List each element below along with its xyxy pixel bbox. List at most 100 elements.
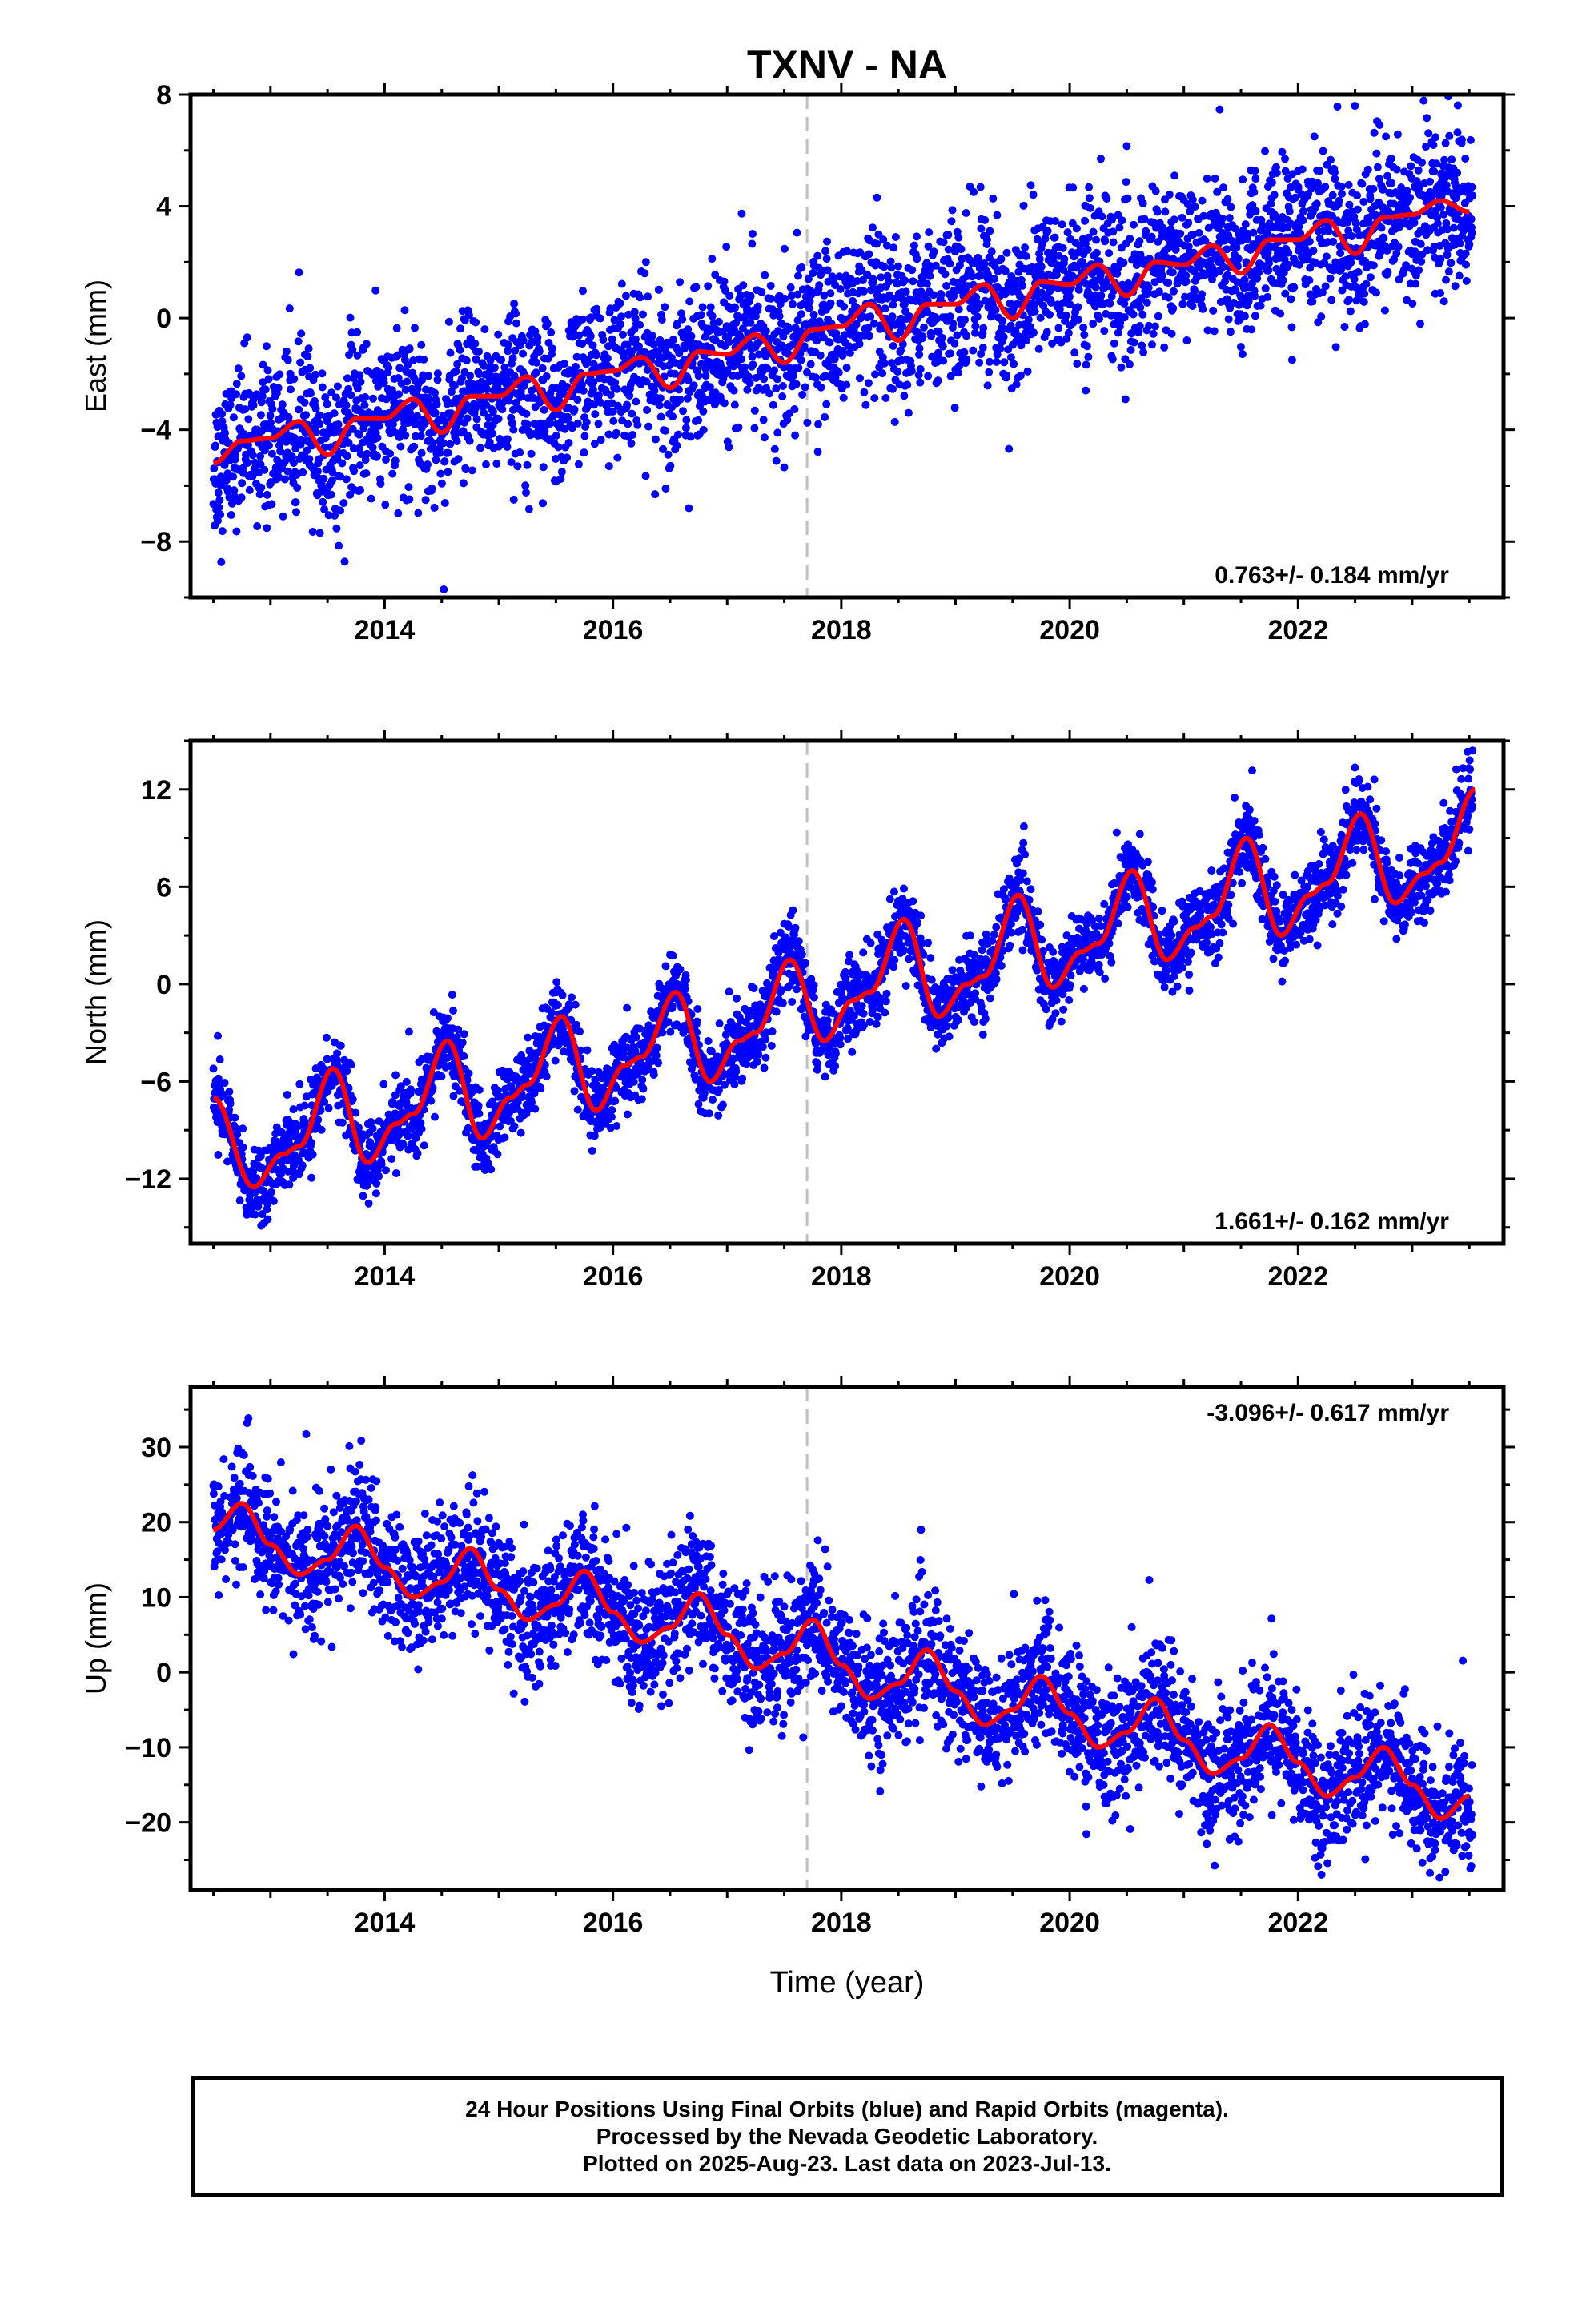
data-point	[539, 499, 547, 508]
data-point	[740, 363, 749, 372]
data-point	[863, 271, 872, 279]
data-point	[472, 318, 480, 327]
data-point	[607, 1112, 616, 1121]
data-point	[944, 245, 953, 254]
data-point	[468, 466, 476, 475]
data-point	[1451, 282, 1460, 291]
data-point	[215, 496, 224, 505]
data-point	[306, 364, 315, 372]
data-point	[1081, 216, 1090, 225]
data-point	[259, 378, 267, 387]
data-point	[1147, 232, 1156, 241]
data-point	[915, 350, 924, 359]
data-point	[1182, 277, 1191, 286]
data-point	[1026, 322, 1034, 331]
data-point	[1085, 194, 1094, 203]
data-point	[374, 382, 383, 391]
data-point	[336, 1041, 345, 1050]
data-point	[1248, 279, 1256, 287]
data-point	[1416, 320, 1424, 328]
data-point	[532, 358, 541, 367]
data-point	[1362, 279, 1371, 288]
data-point	[291, 1128, 299, 1136]
data-point	[1461, 155, 1470, 163]
data-point	[282, 437, 291, 446]
data-point	[472, 355, 480, 364]
data-point	[315, 411, 323, 420]
data-point	[1318, 288, 1327, 297]
data-point	[278, 400, 287, 409]
data-point	[373, 433, 382, 442]
data-point	[1344, 180, 1353, 189]
data-point	[387, 1155, 396, 1164]
data-point	[575, 331, 584, 340]
data-point	[1453, 101, 1462, 110]
data-point	[480, 325, 489, 334]
data-point	[1074, 303, 1082, 312]
data-point	[1046, 310, 1054, 319]
data-point	[743, 305, 752, 313]
data-point	[480, 408, 488, 417]
data-point	[1363, 165, 1372, 174]
data-point	[356, 450, 365, 458]
data-point	[858, 275, 867, 284]
data-point	[411, 324, 419, 332]
data-point	[223, 1157, 232, 1166]
data-point	[460, 1030, 468, 1039]
data-point	[1022, 252, 1030, 260]
data-point	[241, 405, 249, 414]
data-point	[1167, 329, 1176, 338]
data-point	[954, 368, 962, 377]
data-point	[547, 328, 556, 336]
data-point	[753, 302, 762, 311]
data-point	[1287, 295, 1295, 304]
data-point	[934, 328, 943, 336]
data-point	[987, 247, 996, 256]
data-point	[779, 332, 788, 341]
data-point	[616, 299, 624, 308]
data-point	[738, 324, 747, 333]
data-point	[371, 1189, 380, 1198]
data-point	[1338, 190, 1346, 198]
data-point	[1309, 247, 1318, 255]
data-point	[1074, 285, 1083, 294]
data-point	[582, 418, 591, 427]
data-point	[869, 278, 877, 287]
data-point	[894, 262, 902, 271]
data-point	[886, 257, 895, 266]
data-point	[504, 347, 512, 356]
data-point	[493, 1086, 502, 1095]
data-point	[1060, 255, 1069, 263]
data-point	[750, 424, 759, 432]
data-point	[608, 1106, 616, 1115]
data-point	[500, 1133, 509, 1142]
data-point	[362, 340, 371, 348]
data-point	[1199, 211, 1208, 220]
data-point	[1340, 323, 1349, 331]
data-point	[650, 386, 659, 395]
data-point	[1035, 255, 1044, 263]
data-point	[536, 1084, 545, 1093]
data-point	[826, 299, 835, 308]
data-point	[1247, 325, 1256, 334]
data-point	[1151, 187, 1160, 195]
data-point	[1164, 279, 1173, 287]
data-point	[318, 369, 327, 378]
data-point	[692, 283, 701, 292]
data-point	[989, 194, 998, 203]
data-point	[1000, 358, 1009, 367]
data-point	[475, 347, 483, 356]
data-point	[256, 411, 265, 420]
data-point	[1423, 114, 1431, 123]
data-point	[568, 993, 576, 1002]
data-point	[523, 420, 532, 428]
data-point	[1281, 289, 1290, 298]
position-points	[209, 94, 1477, 593]
data-point	[1270, 223, 1279, 231]
data-point	[289, 459, 298, 467]
data-point	[331, 511, 339, 520]
data-point	[870, 394, 879, 403]
data-point	[462, 356, 471, 364]
data-point	[303, 446, 311, 455]
data-point	[1295, 222, 1303, 231]
